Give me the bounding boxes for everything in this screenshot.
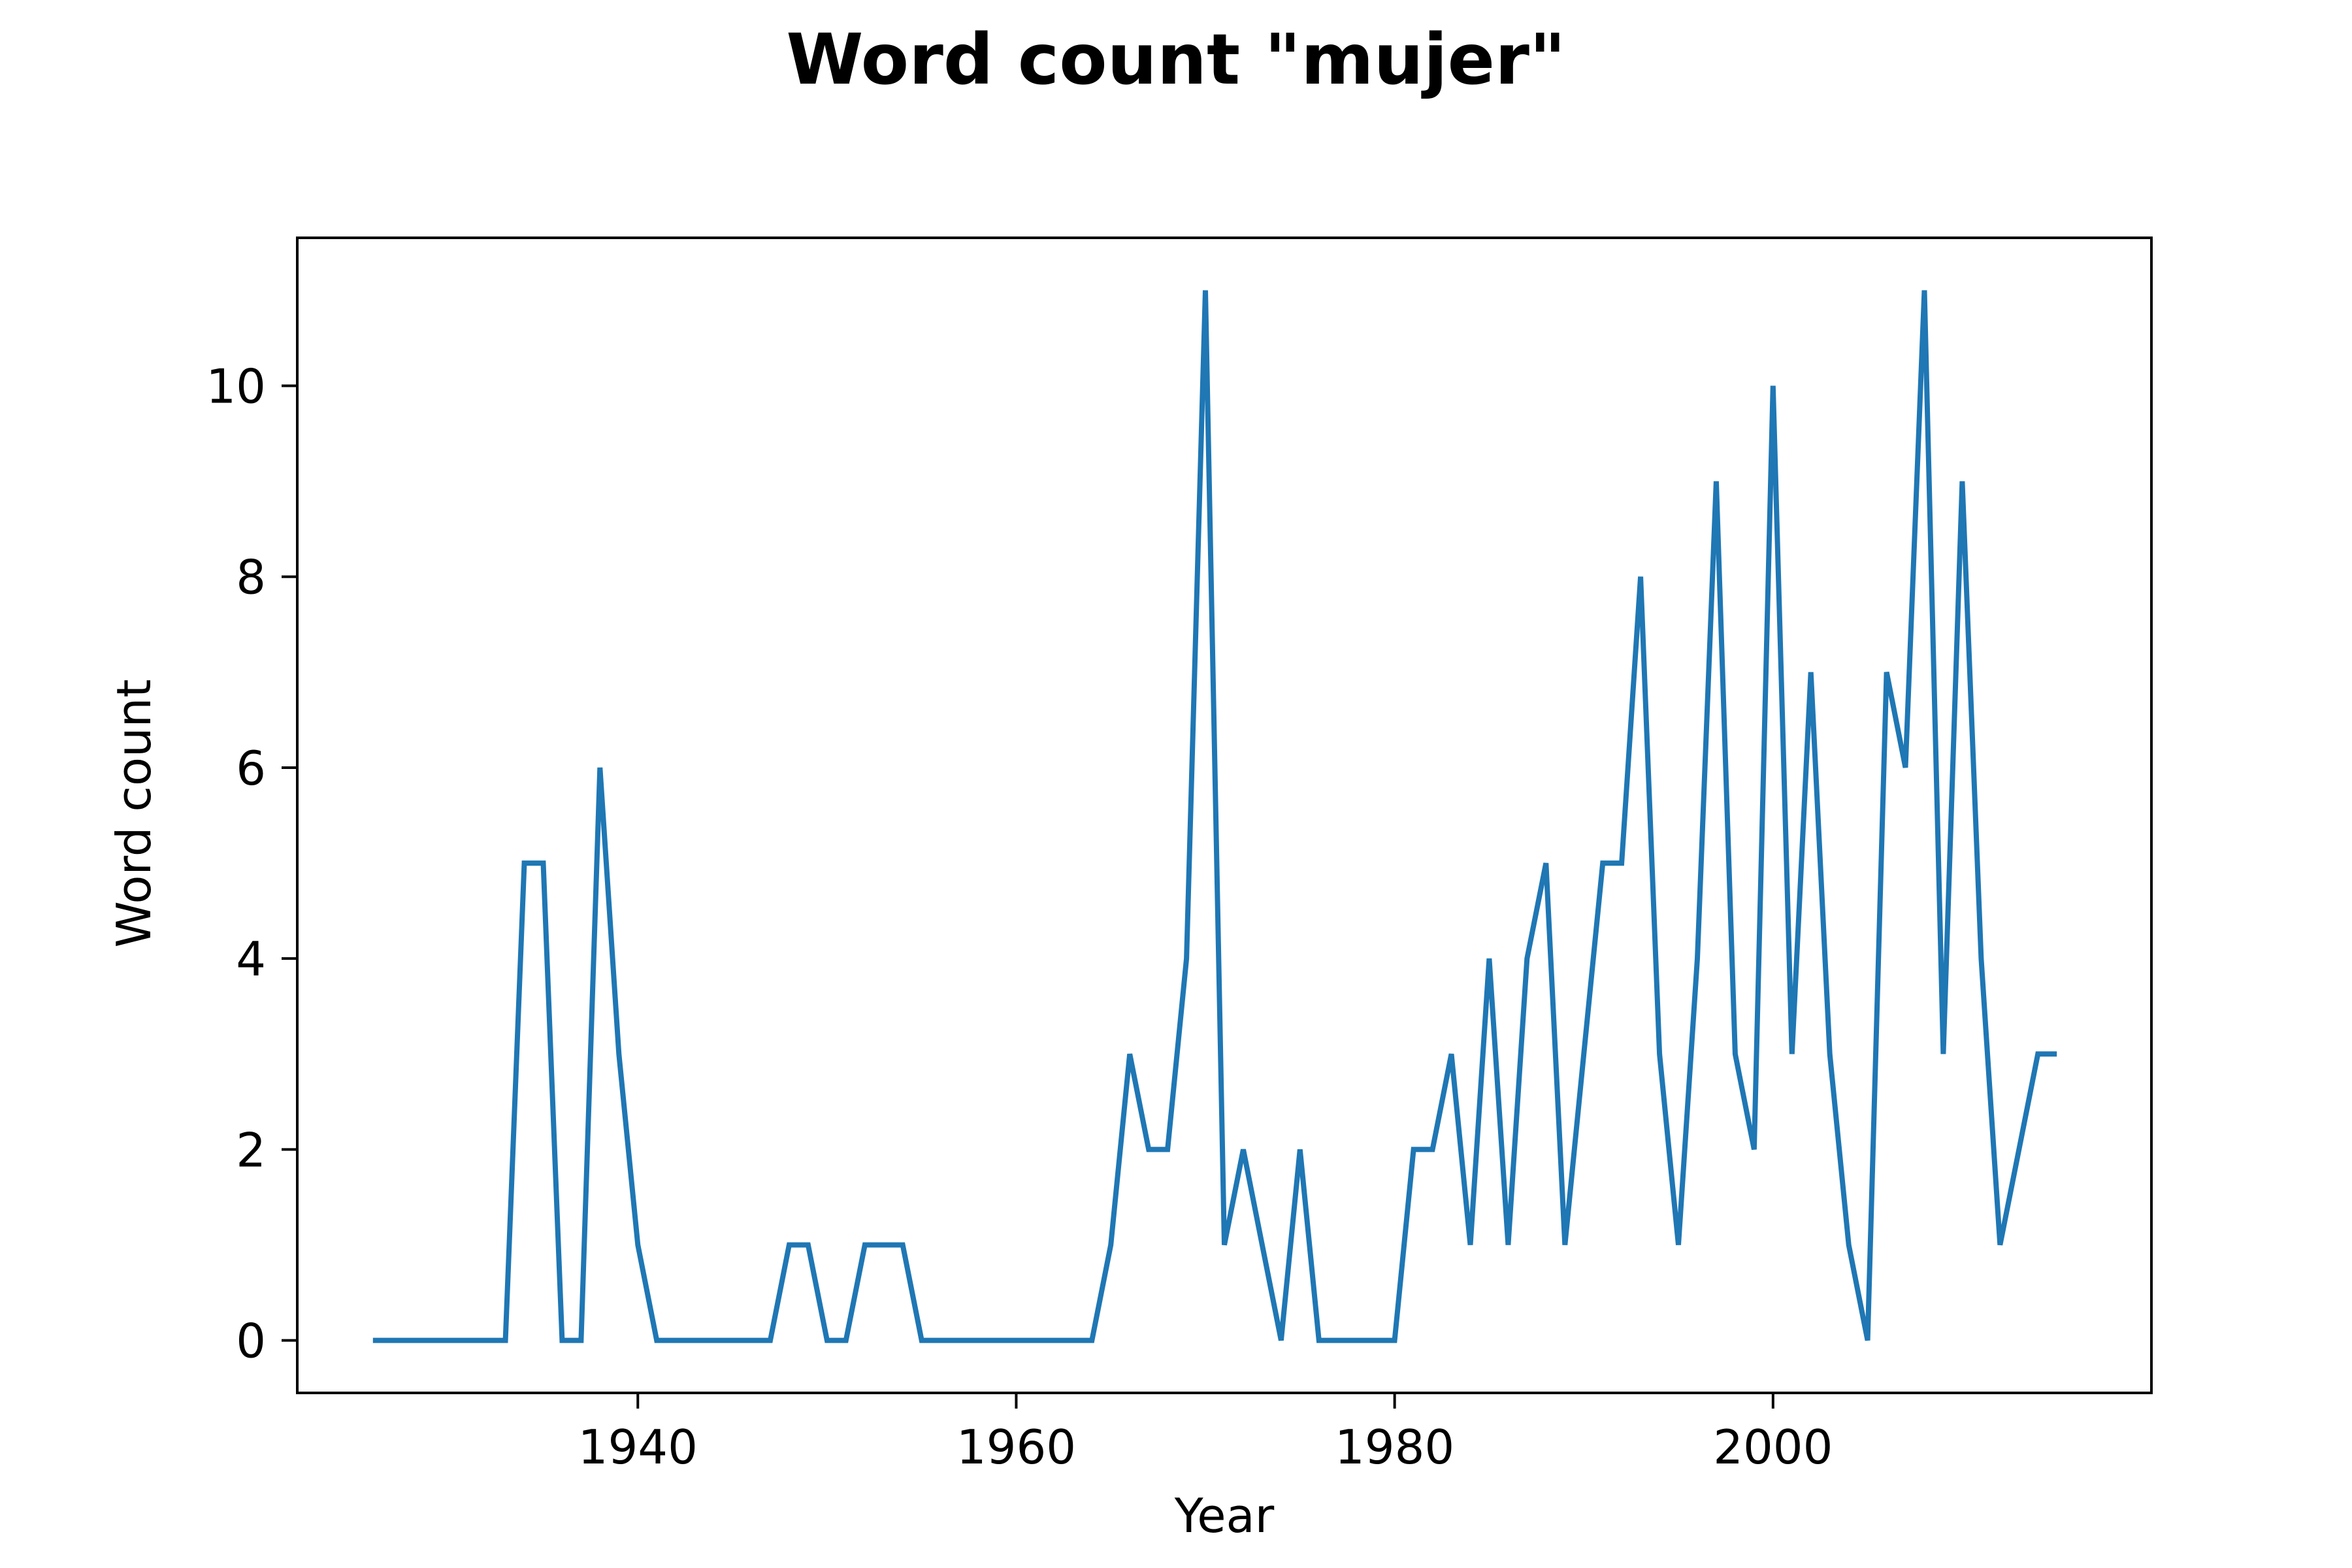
x-tick-label: 1980 [1335, 1420, 1454, 1475]
y-tick-label: 2 [236, 1122, 266, 1177]
axes-frame [296, 237, 2153, 1394]
y-tick-label: 4 [236, 932, 266, 987]
x-tick-label: 1940 [578, 1420, 698, 1475]
x-axis: 1940 1960 1980 2000 [578, 1393, 1833, 1475]
y-axis-label: Word count [106, 679, 161, 947]
x-tick-label: 1960 [956, 1420, 1076, 1475]
x-axis-label: Year [1174, 1488, 1275, 1543]
x-tick-label: 2000 [1713, 1420, 1833, 1475]
y-tick-label: 0 [236, 1314, 266, 1369]
y-axis: 0 2 4 6 8 10 [206, 359, 297, 1369]
series-line [372, 290, 2057, 1343]
y-tick-label: 6 [236, 741, 266, 796]
y-tick-label: 8 [236, 550, 266, 605]
chart-title: Word count "mujer" [786, 20, 1565, 101]
y-tick-label: 10 [206, 359, 266, 414]
